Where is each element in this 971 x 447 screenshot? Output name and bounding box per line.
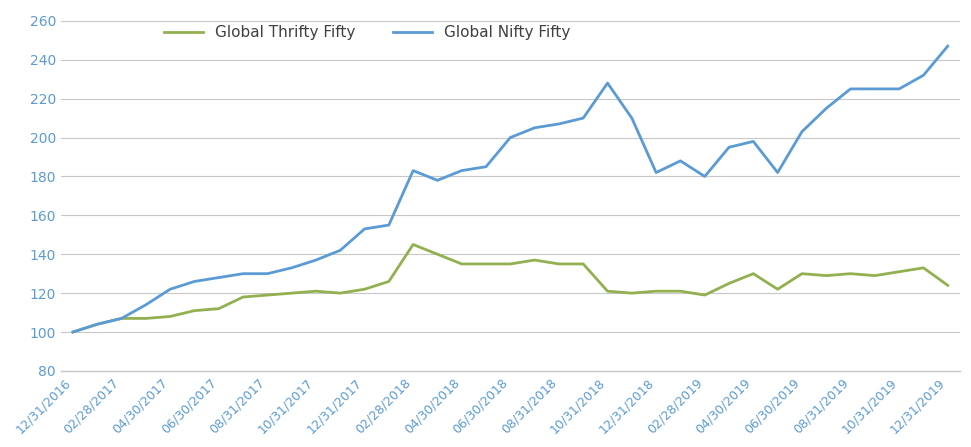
Global Thrifty Fifty (481, 261, 492, 266)
Global Thrifty Fifty (116, 316, 127, 321)
Global Thrifty Fifty (431, 252, 443, 257)
Global Thrifty Fifty (91, 321, 103, 327)
Global Thrifty Fifty (820, 273, 832, 278)
Global Thrifty Fifty (748, 271, 759, 276)
Global Thrifty Fifty (261, 292, 273, 298)
Global Thrifty Fifty (334, 291, 346, 296)
Global Nifty Fifty (116, 316, 127, 321)
Line: Global Thrifty Fifty: Global Thrifty Fifty (73, 245, 948, 332)
Global Thrifty Fifty (213, 306, 224, 312)
Global Nifty Fifty (505, 135, 517, 140)
Global Nifty Fifty (481, 164, 492, 169)
Legend: Global Thrifty Fifty, Global Nifty Fifty: Global Thrifty Fifty, Global Nifty Fifty (158, 19, 577, 46)
Global Thrifty Fifty (237, 294, 249, 299)
Global Thrifty Fifty (869, 273, 881, 278)
Global Nifty Fifty (893, 86, 905, 92)
Global Nifty Fifty (869, 86, 881, 92)
Global Nifty Fifty (431, 177, 443, 183)
Global Nifty Fifty (261, 271, 273, 276)
Global Nifty Fifty (699, 174, 711, 179)
Global Nifty Fifty (140, 302, 151, 308)
Global Nifty Fifty (529, 125, 541, 131)
Global Thrifty Fifty (407, 242, 419, 247)
Global Thrifty Fifty (164, 314, 176, 319)
Global Nifty Fifty (310, 257, 321, 263)
Global Nifty Fifty (820, 105, 832, 111)
Global Thrifty Fifty (651, 288, 662, 294)
Global Nifty Fifty (358, 226, 370, 232)
Global Thrifty Fifty (188, 308, 200, 313)
Global Thrifty Fifty (626, 291, 638, 296)
Global Thrifty Fifty (285, 291, 297, 296)
Global Nifty Fifty (213, 275, 224, 280)
Global Nifty Fifty (334, 248, 346, 253)
Global Nifty Fifty (723, 144, 735, 150)
Global Nifty Fifty (456, 168, 468, 173)
Global Thrifty Fifty (893, 269, 905, 274)
Global Thrifty Fifty (675, 288, 686, 294)
Global Nifty Fifty (553, 121, 565, 127)
Global Nifty Fifty (626, 115, 638, 121)
Global Nifty Fifty (578, 115, 589, 121)
Global Nifty Fifty (748, 139, 759, 144)
Global Thrifty Fifty (505, 261, 517, 266)
Global Nifty Fifty (845, 86, 856, 92)
Global Thrifty Fifty (67, 329, 79, 335)
Global Nifty Fifty (675, 158, 686, 164)
Global Thrifty Fifty (383, 279, 394, 284)
Global Nifty Fifty (796, 129, 808, 135)
Global Nifty Fifty (942, 43, 954, 49)
Global Nifty Fifty (285, 265, 297, 270)
Global Nifty Fifty (772, 170, 784, 175)
Global Nifty Fifty (602, 80, 614, 86)
Line: Global Nifty Fifty: Global Nifty Fifty (73, 46, 948, 332)
Global Nifty Fifty (91, 321, 103, 327)
Global Thrifty Fifty (942, 283, 954, 288)
Global Thrifty Fifty (772, 287, 784, 292)
Global Thrifty Fifty (699, 292, 711, 298)
Global Nifty Fifty (383, 222, 394, 228)
Global Nifty Fifty (67, 329, 79, 335)
Global Thrifty Fifty (358, 287, 370, 292)
Global Thrifty Fifty (602, 288, 614, 294)
Global Nifty Fifty (407, 168, 419, 173)
Global Thrifty Fifty (310, 288, 321, 294)
Global Thrifty Fifty (456, 261, 468, 266)
Global Nifty Fifty (164, 287, 176, 292)
Global Thrifty Fifty (845, 271, 856, 276)
Global Nifty Fifty (918, 72, 929, 78)
Global Thrifty Fifty (553, 261, 565, 266)
Global Thrifty Fifty (918, 265, 929, 270)
Global Nifty Fifty (237, 271, 249, 276)
Global Nifty Fifty (188, 279, 200, 284)
Global Thrifty Fifty (723, 281, 735, 286)
Global Thrifty Fifty (529, 257, 541, 263)
Global Nifty Fifty (651, 170, 662, 175)
Global Thrifty Fifty (140, 316, 151, 321)
Global Thrifty Fifty (578, 261, 589, 266)
Global Thrifty Fifty (796, 271, 808, 276)
